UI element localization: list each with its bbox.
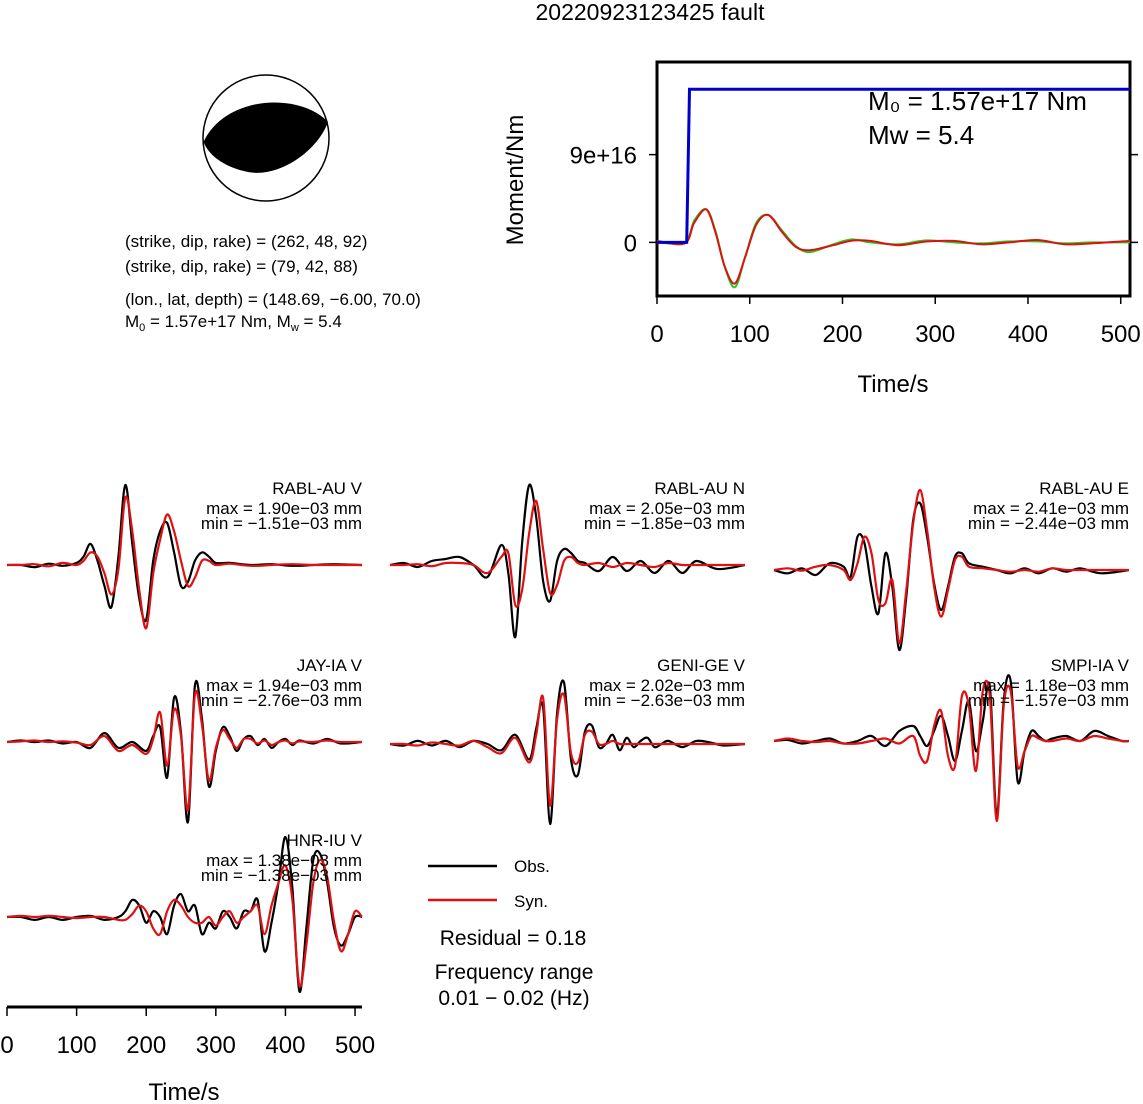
station-label: JAY-IA V <box>297 656 363 675</box>
moment-x-tick-label: 0 <box>650 321 663 348</box>
figure-title: 20220923123425 fault <box>536 0 766 25</box>
station-label: RABL-AU E <box>1039 479 1129 498</box>
bottom-x-tick-label: 400 <box>265 1032 305 1059</box>
min-amplitude-label: min = −1.51e−03 mm <box>201 514 362 533</box>
observed-waveform <box>773 674 1130 818</box>
station-label: RABL-AU N <box>654 479 745 498</box>
moment-x-tick-label: 200 <box>822 321 862 348</box>
synthetic-waveform <box>6 690 363 812</box>
bottom-time-axis: 0 100 200 300 400 500 Time/s <box>0 1005 375 1104</box>
moment-annotation-mw: Mw = 5.4 <box>868 120 974 150</box>
moment-x-axis-label: Time/s <box>857 371 928 398</box>
observed-waveform <box>389 483 746 639</box>
min-amplitude-label: min = −1.57e−03 mm <box>968 691 1129 710</box>
station-label: GENI-GE V <box>657 656 746 675</box>
observed-waveform <box>6 835 363 993</box>
moment-y-tick-label: 9e+16 <box>570 143 637 170</box>
max-amplitude-label: max = 2.05e−03 mm <box>589 499 745 518</box>
min-amplitude-label: min = −1.85e−03 mm <box>584 514 745 533</box>
moment-y-axis-label: Moment/Nm <box>502 115 529 246</box>
bottom-x-tick-label: 0 <box>0 1032 13 1059</box>
moment-rate-red-line <box>656 208 1131 285</box>
observed-waveform <box>6 679 363 824</box>
station-label: SMPI-IA V <box>1051 656 1130 675</box>
moment-x-tick-label: 100 <box>730 321 770 348</box>
min-amplitude-label: min = −2.44e−03 mm <box>968 514 1129 533</box>
synthetic-waveform <box>389 692 745 807</box>
synthetic-waveform <box>773 488 1129 645</box>
legend-syn-label: Syn. <box>514 892 548 911</box>
min-amplitude-label: min = −2.63e−03 mm <box>584 691 745 710</box>
synthetic-waveform <box>389 499 745 608</box>
bottom-x-tick-label: 500 <box>335 1032 375 1059</box>
location-text: (lon., lat, depth) = (148.69, −6.00, 70.… <box>125 290 421 309</box>
station-label: HNR-IU V <box>286 831 362 850</box>
max-amplitude-label: max = 1.18e−03 mm <box>973 676 1129 695</box>
bottom-x-tick-label: 200 <box>126 1032 166 1059</box>
bottom-x-tick-label: 300 <box>196 1032 236 1059</box>
legend: Obs. Syn. Residual = 0.18 Frequency rang… <box>428 857 593 1010</box>
frequency-title: Frequency range <box>435 961 594 984</box>
synthetic-waveform <box>773 679 1130 823</box>
moment-text: M0 = 1.57e+17 Nm, Mw = 5.4 <box>125 312 342 334</box>
legend-obs-label: Obs. <box>514 857 550 876</box>
station-label: RABL-AU V <box>272 479 362 498</box>
moment-plot-frame <box>655 60 1132 298</box>
bottom-x-tick-label: 100 <box>57 1032 97 1059</box>
synthetic-waveform <box>6 495 362 630</box>
min-amplitude-label: min = −2.76e−03 mm <box>201 691 362 710</box>
max-amplitude-label: max = 1.94e−03 mm <box>206 676 362 695</box>
bottom-x-axis-label: Time/s <box>148 1079 219 1104</box>
moment-annotation-m0: M₀ = 1.57e+17 Nm <box>868 86 1087 116</box>
cumulative-moment-line <box>657 87 1130 244</box>
moment-x-tick-label: 500 <box>1101 321 1141 348</box>
max-amplitude-label: max = 1.38e−03 mm <box>206 851 362 870</box>
max-amplitude-label: max = 2.41e−03 mm <box>973 499 1129 518</box>
min-amplitude-label: min = −1.38e−03 mm <box>201 866 362 885</box>
moment-y-tick-label: 0 <box>624 230 637 257</box>
frequency-value: 0.01 − 0.02 (Hz) <box>438 987 589 1010</box>
moment-x-tick-label: 400 <box>1008 321 1048 348</box>
moment-x-tick-label: 300 <box>915 321 955 348</box>
residual-text: Residual = 0.18 <box>440 927 587 950</box>
max-amplitude-label: max = 1.90e−03 mm <box>206 499 362 518</box>
max-amplitude-label: max = 2.02e−03 mm <box>589 676 745 695</box>
beach-ball-compressional-quadrant <box>203 102 328 173</box>
plane2-text: (strike, dip, rake) = (79, 42, 88) <box>125 257 358 276</box>
plane1-text: (strike, dip, rake) = (262, 48, 92) <box>125 232 367 251</box>
beach-ball <box>202 74 330 202</box>
moment-plot: 0 100 200 300 400 500 0 9e+16 Time/s Moment/Nm M₀ … <box>502 60 1141 398</box>
synthetic-waveform <box>6 858 363 988</box>
